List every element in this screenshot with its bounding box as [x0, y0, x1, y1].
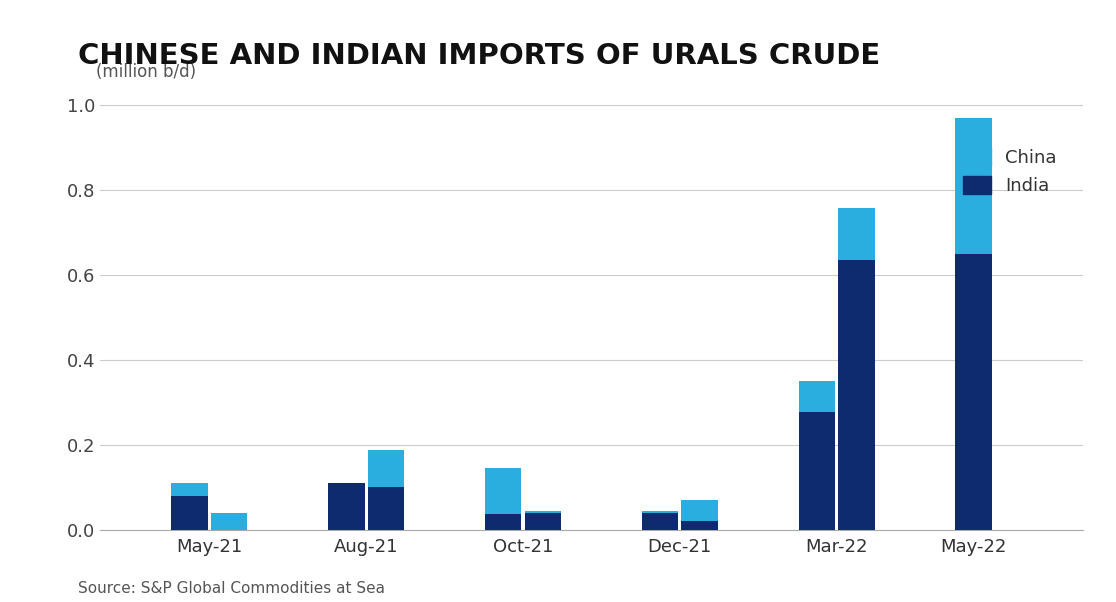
Bar [171, 496, 208, 530]
Bar [799, 412, 835, 530]
Bar [484, 514, 521, 530]
Bar [682, 521, 718, 530]
Bar [367, 487, 404, 530]
Bar [328, 483, 365, 530]
Bar [955, 117, 992, 253]
Legend: China, India: China, India [956, 140, 1064, 202]
Bar [682, 500, 718, 521]
Bar [525, 513, 561, 530]
Bar [484, 468, 521, 514]
Bar [838, 260, 875, 530]
Bar [367, 450, 404, 487]
Bar [838, 208, 875, 260]
Bar [955, 253, 992, 530]
Bar [799, 381, 835, 412]
Bar [211, 513, 248, 530]
Bar [171, 483, 208, 496]
Bar [525, 512, 561, 513]
Bar [642, 513, 679, 530]
Text: CHINESE AND INDIAN IMPORTS OF URALS CRUDE: CHINESE AND INDIAN IMPORTS OF URALS CRUD… [78, 42, 881, 70]
Bar [642, 512, 679, 513]
Text: Source: S&P Global Commodities at Sea: Source: S&P Global Commodities at Sea [78, 581, 385, 596]
Text: (million b/d): (million b/d) [96, 63, 195, 81]
